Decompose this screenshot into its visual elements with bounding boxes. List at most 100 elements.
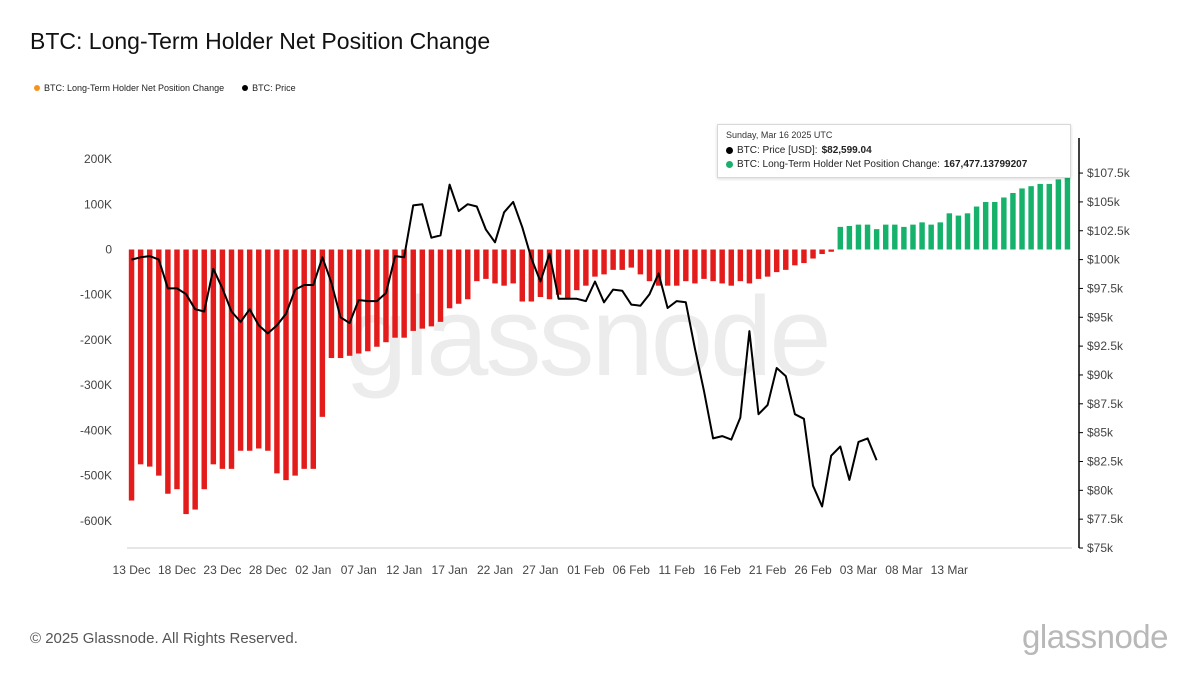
lth-bar xyxy=(574,249,580,291)
legend-dot-black xyxy=(242,85,249,91)
lth-bar xyxy=(337,249,344,359)
x-axis-tick: 18 Dec xyxy=(158,563,196,577)
lth-bar xyxy=(528,249,535,302)
lth-bar xyxy=(973,206,980,250)
lth-bar xyxy=(610,249,616,270)
right-axis-tick: $92.5k xyxy=(1087,339,1124,353)
right-axis-tick: $107.5k xyxy=(1087,166,1131,180)
lth-bar xyxy=(501,249,507,286)
lth-bar xyxy=(346,249,353,356)
lth-bar xyxy=(419,249,426,329)
lth-bar xyxy=(319,249,326,417)
lth-bar xyxy=(1001,197,1007,250)
lth-bar xyxy=(746,249,753,284)
lth-bar xyxy=(256,249,262,449)
lth-bar xyxy=(564,249,571,300)
legend-label-price: BTC: Price xyxy=(252,83,296,93)
x-axis-tick: 08 Mar xyxy=(885,563,922,577)
legend-item-lth[interactable]: BTC: Long-Term Holder Net Position Chang… xyxy=(34,83,224,93)
tooltip-lth-dot xyxy=(726,161,733,168)
lth-bar xyxy=(310,249,316,469)
x-axis-tick: 13 Dec xyxy=(113,563,151,577)
lth-bar xyxy=(392,249,398,338)
lth-bar xyxy=(846,225,853,250)
lth-bar xyxy=(465,249,471,300)
x-axis-tick: 06 Feb xyxy=(613,563,651,577)
lth-bar xyxy=(755,249,762,279)
right-axis-tick: $100k xyxy=(1087,253,1121,267)
chart-legend: BTC: Long-Term Holder Net Position Chang… xyxy=(34,83,296,93)
left-axis-tick: -500K xyxy=(80,469,112,483)
left-axis-tick: 200K xyxy=(84,152,112,166)
lth-bar xyxy=(828,249,834,252)
lth-bar xyxy=(773,249,780,273)
lth-bar xyxy=(819,249,825,255)
lth-bar xyxy=(646,249,653,282)
right-axis-tick: $102.5k xyxy=(1087,224,1131,238)
left-axis-tick: 0 xyxy=(105,243,112,257)
left-axis-tick: -400K xyxy=(80,423,112,437)
price-line xyxy=(131,183,878,508)
lth-bar xyxy=(146,249,153,467)
lth-bar xyxy=(546,249,553,300)
lth-bar xyxy=(401,249,407,338)
lth-bar xyxy=(655,249,662,286)
lth-bar xyxy=(810,249,816,259)
lth-bar xyxy=(510,249,516,284)
lth-bar xyxy=(383,249,389,343)
lth-bar xyxy=(265,249,271,451)
x-axis-tick: 26 Feb xyxy=(794,563,832,577)
brand-logo: glassnode xyxy=(1022,618,1168,655)
right-axis-tick: $97.5k xyxy=(1087,281,1124,295)
lth-bar xyxy=(237,249,244,451)
right-axis-tick: $82.5k xyxy=(1087,454,1124,468)
lth-bar xyxy=(1019,188,1025,250)
tooltip-price-row: BTC: Price [USD]: $82,599.04 xyxy=(726,145,872,156)
lth-bar xyxy=(1010,192,1016,250)
lth-bar xyxy=(674,249,680,286)
lth-bar xyxy=(837,226,844,250)
lth-bar xyxy=(328,249,335,359)
lth-bar xyxy=(274,249,280,474)
lth-bar xyxy=(428,249,435,327)
lth-bar xyxy=(1037,183,1043,250)
lth-bar xyxy=(683,249,689,282)
lth-bar xyxy=(792,249,798,266)
tooltip-lth-label: BTC: Long-Term Holder Net Position Chang… xyxy=(737,159,940,170)
lth-bar xyxy=(201,249,207,490)
lth-bar xyxy=(374,249,380,347)
lth-bar xyxy=(455,249,462,304)
lth-bar xyxy=(156,249,162,476)
lth-bar xyxy=(519,249,525,302)
lth-bar xyxy=(783,249,789,270)
lth-bar xyxy=(901,226,907,250)
lth-bar xyxy=(855,224,862,250)
lth-bar xyxy=(1028,186,1034,250)
lth-bar xyxy=(637,249,644,275)
tooltip-lth-value: 167,477.13799207 xyxy=(943,159,1028,170)
legend-item-price[interactable]: BTC: Price xyxy=(242,83,296,93)
lth-bar xyxy=(892,224,898,250)
lth-bar xyxy=(937,222,943,250)
right-axis-tick: $105k xyxy=(1087,195,1121,209)
lth-bar xyxy=(928,224,934,250)
lth-bar xyxy=(410,249,416,331)
lth-bar xyxy=(864,224,871,250)
lth-bar xyxy=(210,249,217,465)
lth-bar xyxy=(437,249,444,322)
lth-bar xyxy=(592,249,598,277)
lth-bar xyxy=(873,229,880,250)
lth-bar xyxy=(174,249,180,490)
lth-bar xyxy=(446,249,453,309)
lth-bar xyxy=(137,249,144,465)
lth-bar xyxy=(192,249,198,510)
lth-bar xyxy=(692,249,698,284)
lth-bar xyxy=(601,249,607,275)
lth-bar xyxy=(737,249,744,282)
tooltip-price-label: BTC: Price [USD]: xyxy=(737,145,818,156)
x-axis-tick: 01 Feb xyxy=(567,563,605,577)
lth-bar xyxy=(492,249,498,284)
lth-bar xyxy=(537,249,544,297)
x-axis-tick: 02 Jan xyxy=(295,563,331,577)
